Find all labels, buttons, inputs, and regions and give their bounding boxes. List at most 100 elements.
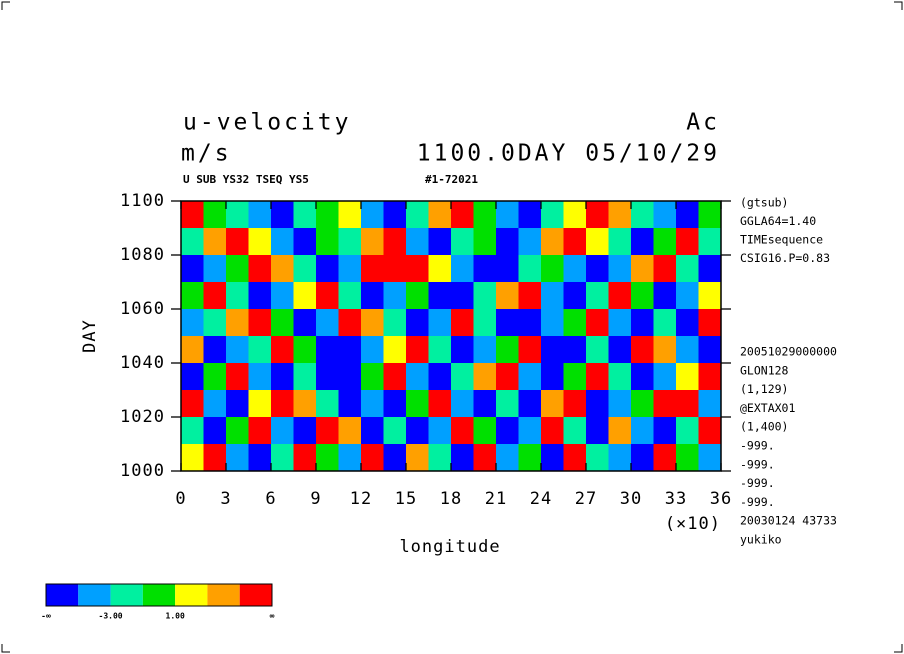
cell (563, 336, 587, 364)
cell (361, 363, 384, 391)
cell (631, 201, 654, 229)
cell (406, 309, 429, 337)
cell (338, 282, 362, 310)
cell (203, 255, 227, 283)
cell (428, 363, 452, 391)
cell (406, 363, 429, 391)
cell (271, 336, 294, 364)
cell (496, 201, 519, 229)
cell (496, 228, 519, 256)
cell (586, 255, 609, 283)
cell (428, 309, 452, 337)
cell (631, 417, 654, 445)
cell (496, 255, 519, 283)
cell (608, 336, 632, 364)
cell (541, 444, 564, 472)
note: CSIG16.P=0.83 (740, 251, 830, 265)
cell (541, 390, 564, 418)
cell (676, 390, 699, 418)
cell (653, 201, 677, 229)
cell (473, 255, 497, 283)
cell (496, 336, 519, 364)
cell (338, 228, 362, 256)
cell (473, 336, 497, 364)
cell (181, 390, 204, 418)
legend-label: -∞ (41, 612, 51, 621)
cell (698, 390, 722, 418)
cell (406, 444, 429, 472)
cell (586, 336, 609, 364)
cell (383, 417, 407, 445)
x-tick-label: 27 (575, 489, 597, 509)
cell (473, 363, 497, 391)
cell (293, 282, 317, 310)
legend-label: ∞ (270, 612, 275, 621)
cell (698, 336, 722, 364)
info-left: U SUB YS32 TSEQ YS5 (183, 173, 309, 186)
cell (676, 282, 699, 310)
cell (676, 444, 699, 472)
cell (428, 417, 452, 445)
cell (338, 390, 362, 418)
cell (608, 390, 632, 418)
cell (428, 444, 452, 472)
cell (653, 228, 677, 256)
cell (428, 228, 452, 256)
cell (698, 228, 722, 256)
cell (271, 390, 294, 418)
cell (653, 336, 677, 364)
cell (271, 363, 294, 391)
cell (361, 309, 384, 337)
cell (541, 309, 564, 337)
cell (181, 228, 204, 256)
cell (181, 201, 204, 229)
cell (451, 444, 474, 472)
cell (676, 309, 699, 337)
cell (248, 363, 272, 391)
cell (383, 309, 407, 337)
cell (473, 444, 497, 472)
cell (203, 201, 227, 229)
cell (316, 282, 339, 310)
cell (518, 417, 542, 445)
cell (248, 201, 272, 229)
legend-swatch (239, 584, 272, 606)
cell (608, 309, 632, 337)
info-right: #1-72021 (425, 173, 478, 186)
cell (406, 255, 429, 283)
cell (631, 255, 654, 283)
cell (496, 309, 519, 337)
cell (451, 363, 474, 391)
cell (338, 255, 362, 283)
cell (361, 282, 384, 310)
cell (361, 201, 384, 229)
cell (698, 282, 722, 310)
y-tick-label: 1060 (120, 299, 165, 319)
cell (271, 309, 294, 337)
note: GGLA64=1.40 (740, 214, 816, 228)
cell (316, 201, 339, 229)
cell (248, 228, 272, 256)
cell (361, 255, 384, 283)
cell (406, 390, 429, 418)
cell (541, 255, 564, 283)
units: m/s (181, 141, 232, 167)
cell (608, 363, 632, 391)
cell (563, 255, 587, 283)
cell (631, 390, 654, 418)
cell (631, 444, 654, 472)
x-tick-label: 0 (175, 489, 186, 509)
cell (563, 201, 587, 229)
cell (496, 282, 519, 310)
cell (653, 417, 677, 445)
cell (518, 255, 542, 283)
cell (203, 444, 227, 472)
cell (608, 228, 632, 256)
cell (586, 309, 609, 337)
cell (406, 201, 429, 229)
cell (181, 282, 204, 310)
cell (473, 390, 497, 418)
cell (473, 228, 497, 256)
